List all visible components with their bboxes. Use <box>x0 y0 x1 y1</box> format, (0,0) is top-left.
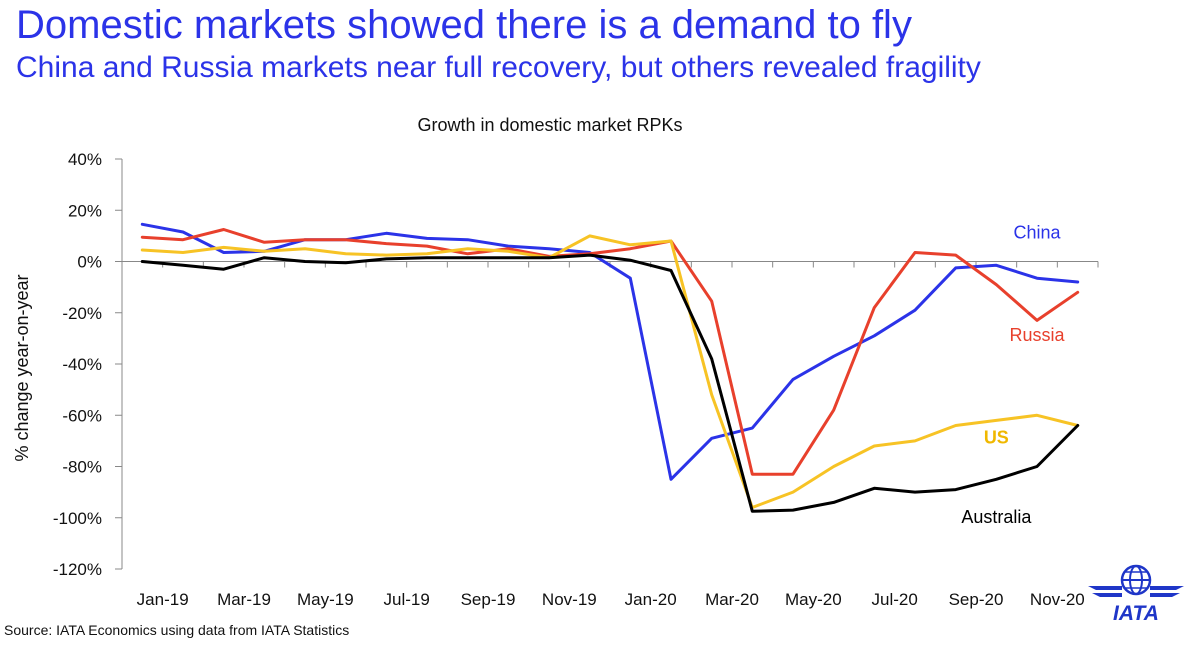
x-tick-label: Jan-19 <box>137 590 189 609</box>
y-tick-label: -120% <box>53 560 102 579</box>
page-subtitle: China and Russia markets near full recov… <box>16 51 981 84</box>
source-note: Source: IATA Economics using data from I… <box>4 622 350 638</box>
y-tick-label: 40% <box>68 150 102 169</box>
y-tick-label: -80% <box>62 458 102 477</box>
y-tick-label: -60% <box>62 406 102 425</box>
x-tick-label: Jul-19 <box>384 590 430 609</box>
series-line-russia <box>140 228 1080 476</box>
x-tick-label: Sep-19 <box>461 590 516 609</box>
series-label-russia: Russia <box>1009 325 1065 345</box>
line-chart: Growth in domestic market RPKs % change … <box>12 115 1099 609</box>
y-tick-label: 0% <box>77 253 102 272</box>
chart-title: Growth in domestic market RPKs <box>417 115 682 135</box>
series-label-china: China <box>1013 222 1061 242</box>
series-line-australia <box>140 253 1080 513</box>
x-tick-label: Nov-20 <box>1030 590 1085 609</box>
logo-text: IATA <box>1113 602 1159 624</box>
x-tick-label: Jul-20 <box>872 590 918 609</box>
page-title: Domestic markets showed there is a deman… <box>16 3 912 47</box>
x-tick-label: Mar-20 <box>705 590 759 609</box>
iata-logo: IATA <box>1086 560 1186 629</box>
y-tick-label: -100% <box>53 509 102 528</box>
y-tick-label: -20% <box>62 304 102 323</box>
y-axis-label: % change year-on-year <box>12 274 32 461</box>
x-tick-label: Sep-20 <box>949 590 1004 609</box>
x-tick-label: Jan-20 <box>625 590 677 609</box>
series-line-us <box>140 234 1080 509</box>
x-tick-label: Mar-19 <box>217 590 271 609</box>
series-label-us: US <box>984 427 1009 447</box>
y-tick-label: -40% <box>62 355 102 374</box>
x-tick-label: May-19 <box>297 590 354 609</box>
y-tick-label: 20% <box>68 201 102 220</box>
x-tick-label: Nov-19 <box>542 590 597 609</box>
x-tick-label: May-20 <box>785 590 842 609</box>
series-label-australia: Australia <box>961 507 1032 527</box>
